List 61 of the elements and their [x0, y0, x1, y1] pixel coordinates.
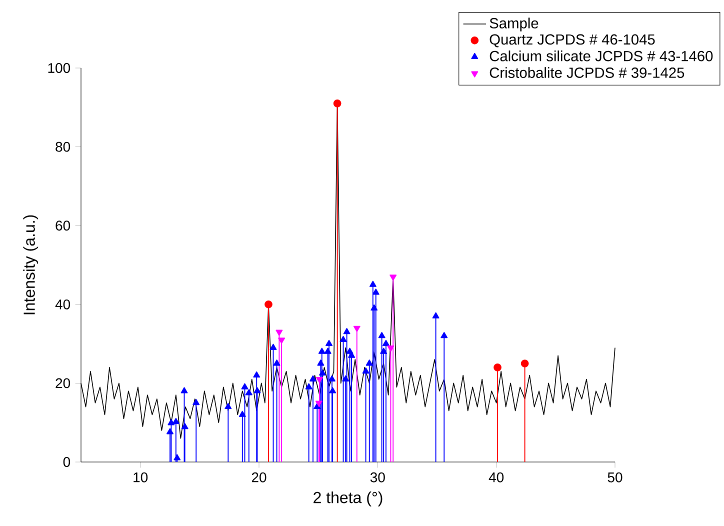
point	[305, 383, 312, 390]
point	[326, 340, 332, 346]
legend-label: Calcium silicate JCPDS # 43-1460	[490, 50, 713, 62]
point	[270, 344, 277, 350]
legend-label: Sample	[490, 18, 538, 32]
point	[362, 367, 370, 374]
point	[342, 375, 350, 382]
point	[310, 375, 316, 382]
y-tick-label: 40	[55, 299, 70, 310]
point	[328, 375, 336, 382]
point	[245, 389, 252, 396]
y-axis-title: Intensity (a.u.)	[23, 215, 38, 314]
x-tick-label: 50	[608, 472, 622, 482]
point	[340, 336, 347, 342]
point	[238, 410, 246, 417]
point	[168, 419, 175, 426]
point	[380, 348, 388, 354]
x-tick-label: 30	[370, 472, 385, 482]
y-tick-label: 100	[48, 63, 70, 73]
point	[172, 418, 180, 424]
point	[192, 398, 200, 406]
point	[254, 387, 261, 394]
point	[353, 326, 360, 332]
point	[166, 428, 174, 434]
point	[317, 360, 324, 366]
point	[378, 332, 386, 338]
point	[494, 364, 502, 372]
point	[432, 312, 440, 318]
legend-label: Cristobalite JCPDS # 39-1425	[490, 67, 684, 78]
point	[174, 454, 181, 460]
point	[366, 360, 373, 366]
x-tick-label: 10	[134, 472, 148, 482]
y-tick-label: 0	[63, 457, 70, 467]
x-axis-title: 2 theta (°)	[314, 491, 382, 506]
point	[520, 360, 529, 368]
y-tick-label: 60	[56, 220, 70, 231]
y-tick-label: 20	[56, 378, 70, 388]
point	[276, 330, 283, 336]
point	[224, 402, 232, 410]
x-tick-label: 40	[488, 472, 504, 482]
point	[382, 340, 390, 346]
point	[372, 288, 380, 295]
point	[324, 348, 332, 354]
point	[333, 100, 342, 108]
point	[329, 387, 336, 394]
point	[343, 328, 350, 334]
point	[440, 332, 448, 338]
x-tick-label: 20	[252, 472, 266, 482]
y-tick-label: 80	[56, 142, 70, 152]
legend-label: Quartz JCPDS # 46-1045	[490, 34, 655, 48]
point	[241, 383, 248, 390]
point	[180, 387, 188, 394]
point	[273, 360, 280, 366]
point	[264, 300, 272, 308]
point	[370, 304, 378, 311]
point	[253, 371, 260, 378]
point	[369, 280, 376, 287]
point	[181, 423, 188, 430]
point	[390, 274, 397, 281]
point	[319, 369, 326, 376]
point	[318, 348, 326, 354]
